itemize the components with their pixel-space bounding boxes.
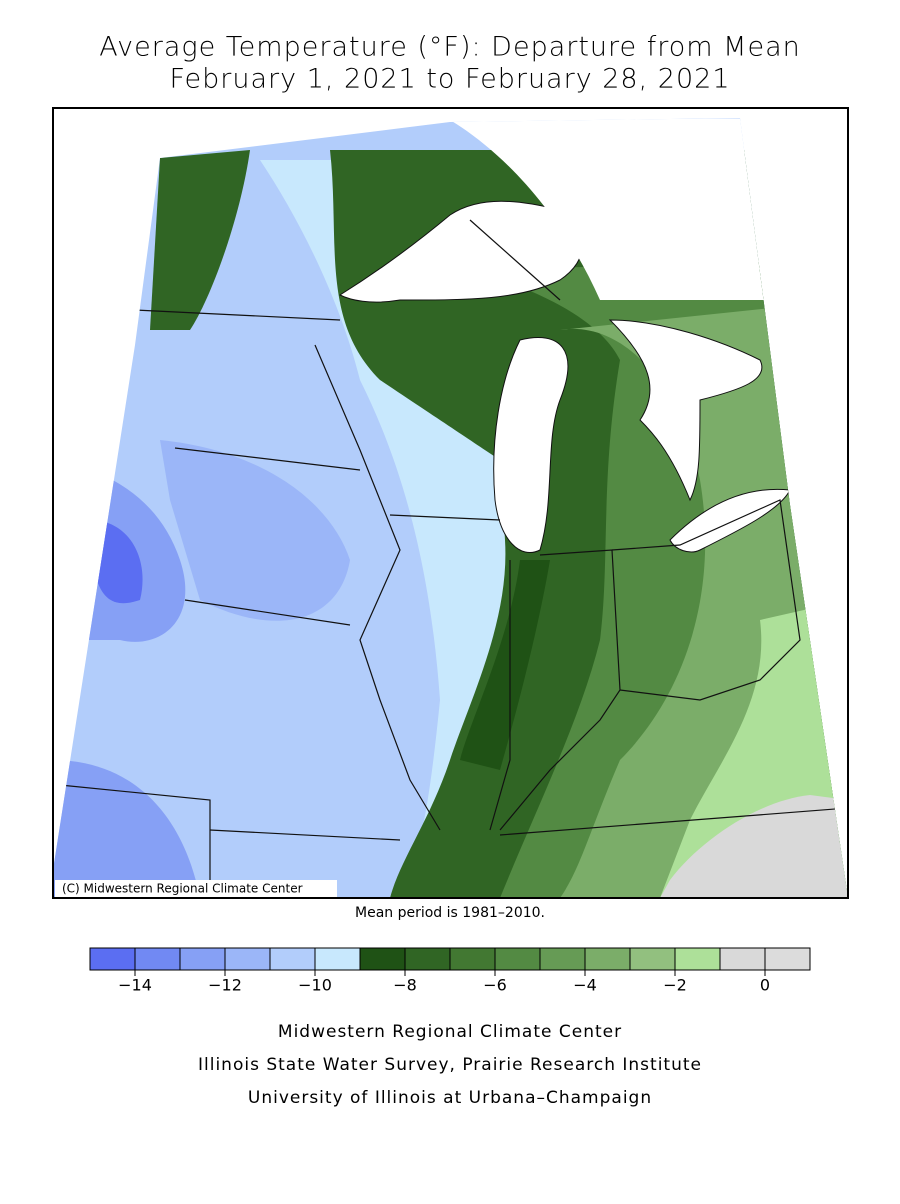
colorbar-box	[494, 947, 541, 971]
region-fill	[460, 560, 550, 770]
title: Average Temperature (°F): Departure from…	[99, 32, 800, 63]
footer-line: Midwestern Regional Climate Center	[278, 1022, 622, 1042]
state-border	[389, 514, 501, 521]
colorbar-box	[224, 947, 271, 971]
region-fill	[660, 795, 848, 898]
note: Mean period is 1981–2010.	[355, 905, 545, 921]
colorbar-box	[629, 947, 676, 971]
colorbar-tick-label: −14	[118, 976, 152, 995]
footer-line: Illinois State Water Survey, Prairie Res…	[198, 1055, 702, 1075]
state-border	[209, 829, 401, 841]
region-fill	[53, 760, 200, 898]
colorbar-box	[449, 947, 496, 971]
state-border	[134, 309, 341, 321]
colorbar-tick-label: −10	[298, 976, 332, 995]
state-border	[611, 499, 801, 701]
colorbar-box	[404, 947, 451, 971]
colorbar-tick-label: −2	[663, 976, 687, 995]
colorbar-box	[674, 947, 721, 971]
colorbar-box	[179, 947, 226, 971]
region-fill	[160, 440, 350, 621]
colorbar-tick-label: −6	[483, 976, 507, 995]
colorbar-box	[764, 947, 811, 971]
state-border	[174, 447, 361, 471]
credit-box	[55, 880, 337, 897]
state-border	[499, 549, 621, 831]
colorbar-box	[314, 947, 361, 971]
colorbar-tick-label: −12	[208, 976, 242, 995]
map-frame	[52, 107, 849, 899]
state-border	[59, 784, 211, 898]
colorbar-box	[719, 947, 766, 971]
state-border	[184, 599, 351, 626]
colorbar-tick-label: −8	[393, 976, 417, 995]
map	[53, 118, 848, 898]
colorbar: −14 −12 −10 −8 −6 −4 −2 0	[89, 947, 811, 995]
lake-huron	[608, 319, 763, 502]
colorbar-tick-label: 0	[760, 976, 770, 995]
colorbar-box	[134, 947, 181, 971]
lake-michigan	[493, 337, 569, 553]
subtitle: February 1, 2021 to February 28, 2021	[169, 64, 730, 95]
state-border	[314, 344, 441, 831]
colorbar-box	[269, 947, 316, 971]
colorbar-box	[359, 947, 406, 971]
colorbar-box	[539, 947, 586, 971]
colorbar-box	[584, 947, 631, 971]
region-fill	[150, 150, 250, 330]
state-border	[499, 807, 848, 836]
state-border	[489, 560, 511, 831]
colorbar-tick-label: −4	[573, 976, 597, 995]
colorbar-box	[89, 947, 136, 971]
credit: (C) Midwestern Regional Climate Center	[62, 882, 303, 896]
state-border	[469, 219, 561, 301]
footer-line: University of Illinois at Urbana–Champai…	[248, 1088, 652, 1108]
